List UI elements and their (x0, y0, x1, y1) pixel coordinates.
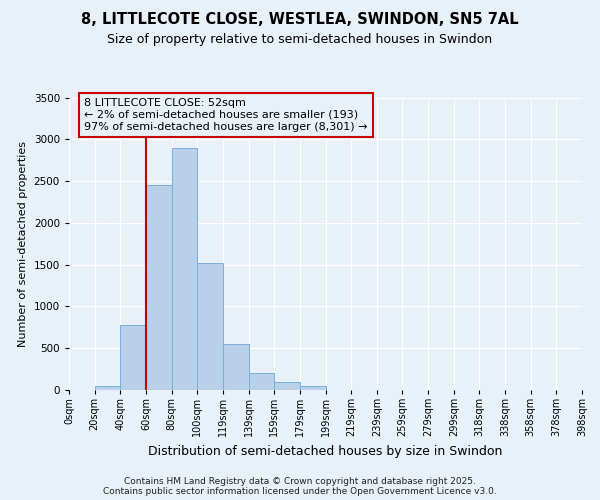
Y-axis label: Number of semi-detached properties: Number of semi-detached properties (18, 141, 28, 347)
Text: Size of property relative to semi-detached houses in Swindon: Size of property relative to semi-detach… (107, 32, 493, 46)
Bar (146, 185, 172, 390)
X-axis label: Distribution of semi-detached houses by size in Swindon: Distribution of semi-detached houses by … (148, 444, 503, 458)
Bar (223, 344, 248, 390)
Bar (248, 374, 274, 390)
Text: 8 LITTLECOTE CLOSE: 52sqm
← 2% of semi-detached houses are smaller (193)
97% of : 8 LITTLECOTE CLOSE: 52sqm ← 2% of semi-d… (85, 98, 368, 132)
Bar (300, 386, 325, 390)
Text: Contains HM Land Registry data © Crown copyright and database right 2025.
Contai: Contains HM Land Registry data © Crown c… (103, 476, 497, 496)
Bar (95, 386, 121, 390)
Bar (172, 148, 197, 390)
Bar (197, 262, 223, 390)
Bar (121, 325, 146, 390)
Bar (274, 382, 300, 390)
Text: 8, LITTLECOTE CLOSE, WESTLEA, SWINDON, SN5 7AL: 8, LITTLECOTE CLOSE, WESTLEA, SWINDON, S… (81, 12, 519, 28)
